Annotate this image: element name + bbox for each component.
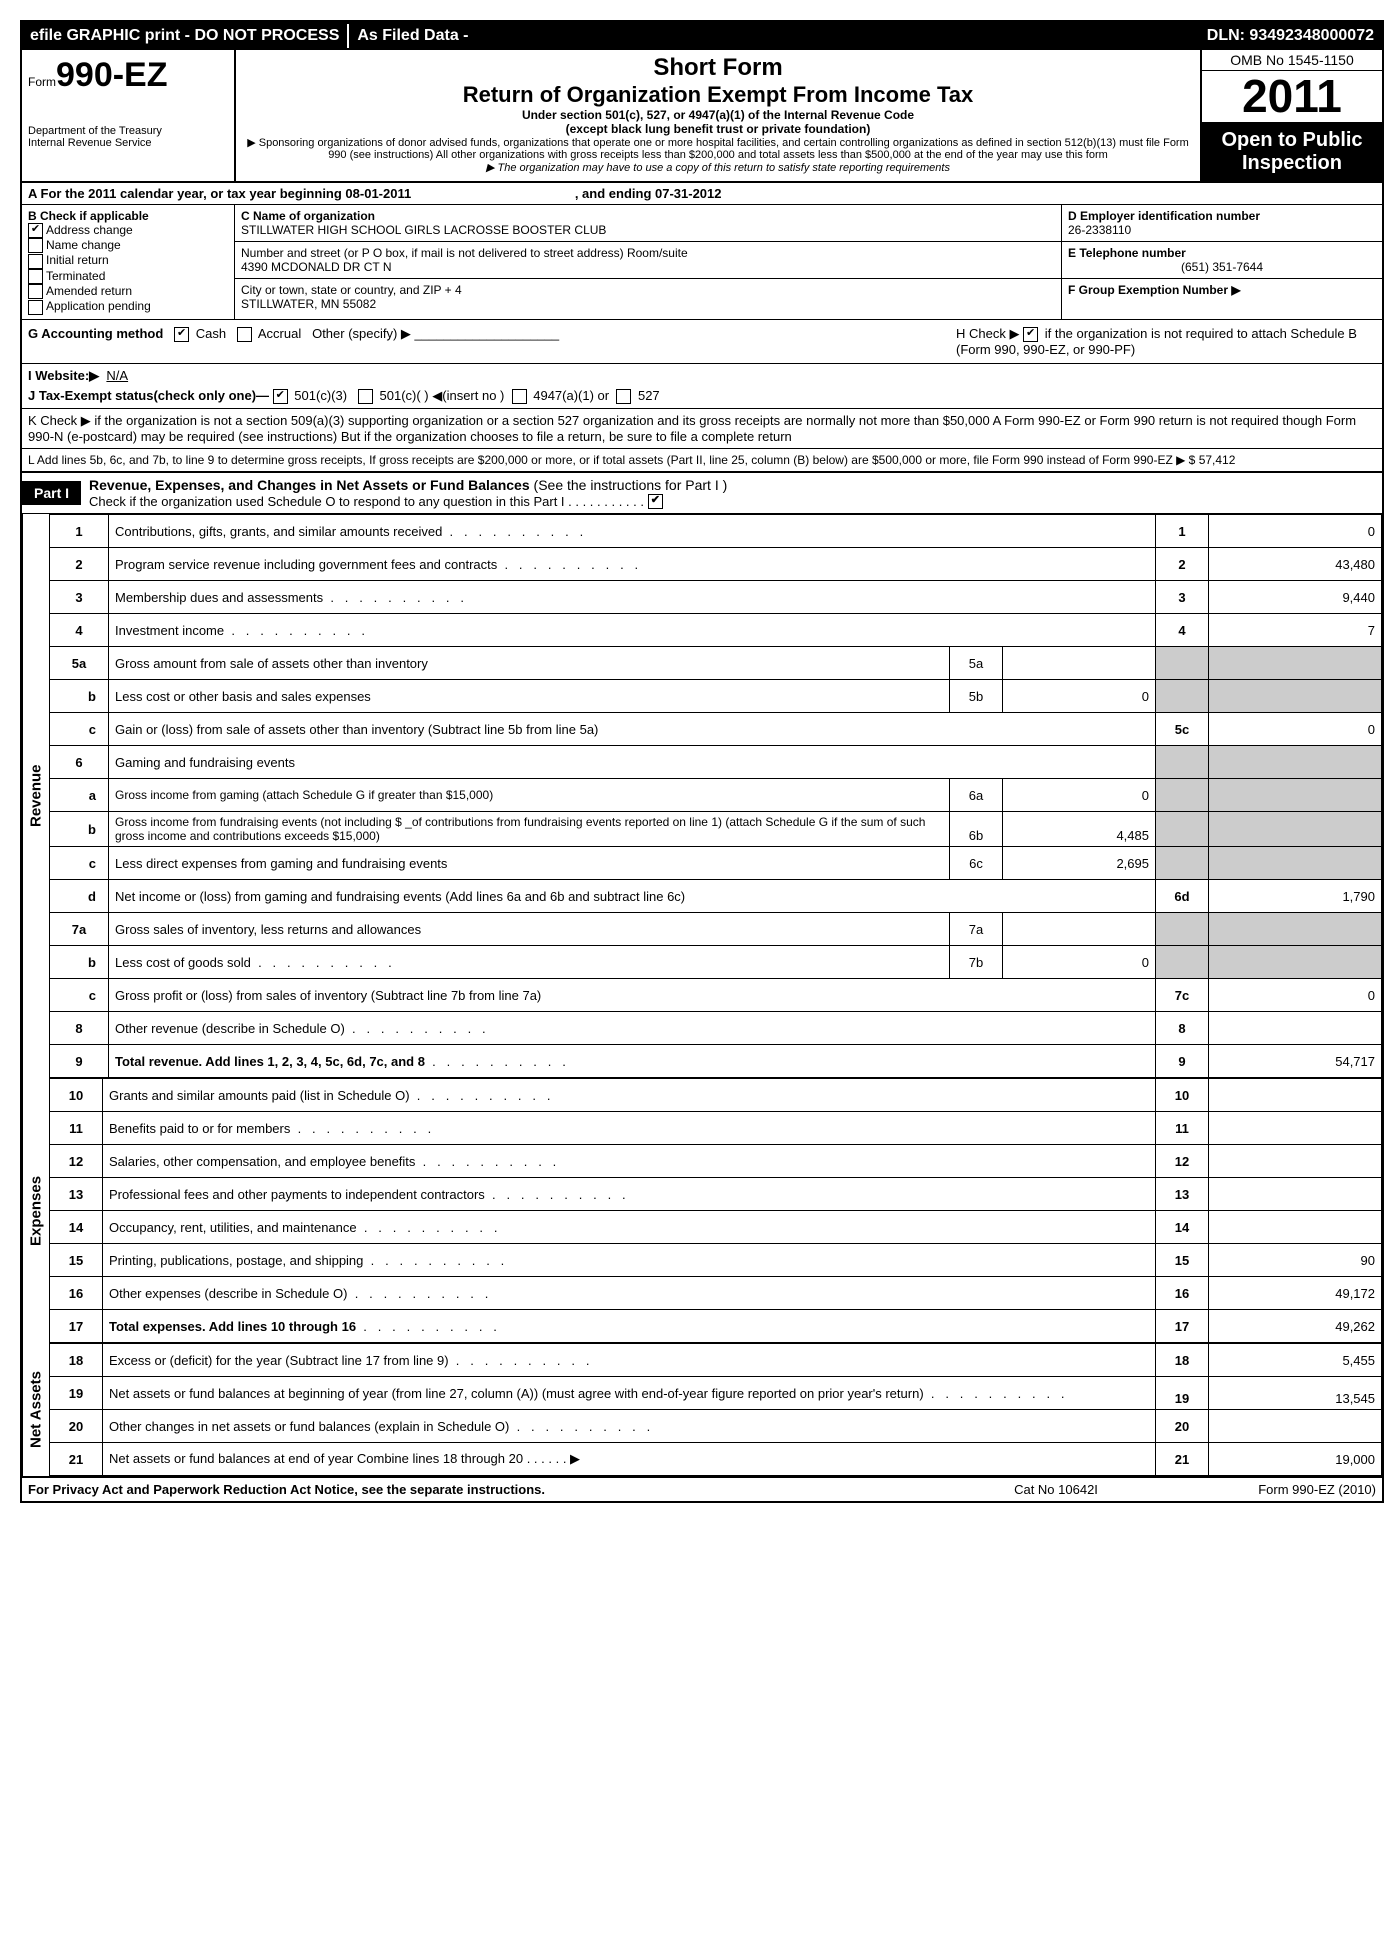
part-1-header: Part I Revenue, Expenses, and Changes in…: [22, 472, 1382, 515]
dept-irs: Internal Revenue Service: [28, 137, 228, 149]
header-left: Form990-EZ Department of the Treasury In…: [22, 50, 236, 181]
line-6a: aGross income from gaming (attach Schedu…: [50, 779, 1382, 812]
section-j: J Tax-Exempt status(check only one)— ✔ 5…: [22, 384, 1382, 409]
revenue-table: 1Contributions, gifts, grants, and simil…: [49, 514, 1382, 1078]
header-right: OMB No 1545-1150 2011 Open to Public Ins…: [1200, 50, 1382, 181]
header-note-2: ▶ The organization may have to use a cop…: [244, 161, 1192, 174]
telephone-field: E Telephone number (651) 351-7644: [1062, 242, 1382, 279]
line-14: 14Occupancy, rent, utilities, and mainte…: [50, 1211, 1382, 1244]
line-7c: cGross profit or (loss) from sales of in…: [50, 979, 1382, 1012]
section-g-h: G Accounting method ✔ Cash Accrual Other…: [22, 320, 1382, 364]
expenses-table: 10Grants and similar amounts paid (list …: [49, 1078, 1382, 1343]
check-schedule-b[interactable]: ✔: [1023, 327, 1038, 342]
check-address-change[interactable]: ✔Address change: [28, 223, 228, 238]
footer-privacy: For Privacy Act and Paperwork Reduction …: [28, 1482, 956, 1497]
line-6: 6Gaming and fundraising events: [50, 746, 1382, 779]
form-title: Return of Organization Exempt From Incom…: [244, 82, 1192, 108]
line-6c: cLess direct expenses from gaming and fu…: [50, 847, 1382, 880]
check-accrual[interactable]: [237, 327, 252, 342]
footer-formref: Form 990-EZ (2010): [1156, 1482, 1376, 1497]
group-exemption-field: F Group Exemption Number ▶: [1062, 279, 1382, 301]
line-21: 21Net assets or fund balances at end of …: [50, 1443, 1382, 1476]
org-address-field: Number and street (or P O box, if mail i…: [235, 242, 1061, 279]
line-7a: 7aGross sales of inventory, less returns…: [50, 913, 1382, 946]
form-990ez-page: efile GRAPHIC print - DO NOT PROCESS As …: [20, 20, 1384, 1503]
side-net-assets: Net Assets: [22, 1343, 49, 1476]
line-19: 19Net assets or fund balances at beginni…: [50, 1377, 1382, 1410]
ein-field: D Employer identification number 26-2338…: [1062, 205, 1382, 242]
check-501c[interactable]: [358, 389, 373, 404]
part-1-title: Revenue, Expenses, and Changes in Net As…: [81, 473, 1382, 514]
topbar: efile GRAPHIC print - DO NOT PROCESS As …: [22, 22, 1382, 50]
line-11: 11Benefits paid to or for members11: [50, 1112, 1382, 1145]
line-1: 1Contributions, gifts, grants, and simil…: [50, 515, 1382, 548]
section-i: I Website:▶ N/A: [22, 364, 1382, 384]
omb-number: OMB No 1545-1150: [1202, 50, 1382, 71]
line-10: 10Grants and similar amounts paid (list …: [50, 1079, 1382, 1112]
part-1-label: Part I: [22, 481, 81, 505]
form-number: 990-EZ: [56, 56, 168, 94]
dept-treasury: Department of the Treasury: [28, 125, 228, 137]
section-l: L Add lines 5b, 6c, and 7b, to line 9 to…: [22, 449, 1382, 472]
line-17: 17Total expenses. Add lines 10 through 1…: [50, 1310, 1382, 1343]
line-12: 12Salaries, other compensation, and empl…: [50, 1145, 1382, 1178]
check-part1-schedule-o[interactable]: ✔: [648, 494, 663, 509]
check-application-pending[interactable]: Application pending: [28, 299, 228, 314]
section-b-grid: B Check if applicable ✔Address change Na…: [22, 205, 1382, 320]
line-9: 9Total revenue. Add lines 1, 2, 3, 4, 5c…: [50, 1045, 1382, 1078]
section-a: A For the 2011 calendar year, or tax yea…: [22, 183, 1382, 205]
side-revenue: Revenue: [22, 514, 49, 1078]
line-16: 16Other expenses (describe in Schedule O…: [50, 1277, 1382, 1310]
section-k: K Check ▶ if the organization is not a s…: [22, 409, 1382, 449]
subtitle-1: Under section 501(c), 527, or 4947(a)(1)…: [244, 108, 1192, 122]
line-3: 3Membership dues and assessments39,440: [50, 581, 1382, 614]
check-cash[interactable]: ✔: [174, 327, 189, 342]
org-name-field: C Name of organization STILLWATER HIGH S…: [235, 205, 1061, 242]
line-5a: 5aGross amount from sale of assets other…: [50, 647, 1382, 680]
line-18: 18Excess or (deficit) for the year (Subt…: [50, 1344, 1382, 1377]
line-5c: cGain or (loss) from sale of assets othe…: [50, 713, 1382, 746]
header-mid: Short Form Return of Organization Exempt…: [236, 50, 1200, 181]
expenses-section: Expenses 10Grants and similar amounts pa…: [22, 1078, 1382, 1343]
revenue-section: Revenue 1Contributions, gifts, grants, a…: [22, 514, 1382, 1078]
header-note-1: ▶ Sponsoring organizations of donor advi…: [244, 136, 1192, 161]
short-form: Short Form: [244, 54, 1192, 82]
org-city-field: City or town, state or country, and ZIP …: [235, 279, 1061, 315]
check-501c3[interactable]: ✔: [273, 389, 288, 404]
efile-notice: efile GRAPHIC print - DO NOT PROCESS: [22, 24, 347, 48]
form-prefix: Form: [28, 75, 56, 89]
line-6d: dNet income or (loss) from gaming and fu…: [50, 880, 1382, 913]
line-6b: bGross income from fundraising events (n…: [50, 812, 1382, 847]
check-4947[interactable]: [512, 389, 527, 404]
tax-year: 2011: [1202, 71, 1382, 123]
subtitle-2: (except black lung benefit trust or priv…: [244, 122, 1192, 136]
line-2: 2Program service revenue including gover…: [50, 548, 1382, 581]
footer-catno: Cat No 10642I: [956, 1482, 1156, 1497]
as-filed: As Filed Data -: [347, 24, 476, 48]
section-b: B Check if applicable ✔Address change Na…: [22, 205, 235, 319]
dln: DLN: 93492348000072: [1199, 24, 1382, 48]
check-name-change[interactable]: Name change: [28, 238, 228, 253]
line-8: 8Other revenue (describe in Schedule O)8: [50, 1012, 1382, 1045]
header: Form990-EZ Department of the Treasury In…: [22, 50, 1382, 183]
check-terminated[interactable]: Terminated: [28, 269, 228, 284]
section-def: D Employer identification number 26-2338…: [1061, 205, 1382, 319]
line-13: 13Professional fees and other payments t…: [50, 1178, 1382, 1211]
check-initial-return[interactable]: Initial return: [28, 253, 228, 268]
section-c: C Name of organization STILLWATER HIGH S…: [235, 205, 1061, 319]
line-15: 15Printing, publications, postage, and s…: [50, 1244, 1382, 1277]
line-7b: bLess cost of goods sold7b0: [50, 946, 1382, 979]
side-expenses: Expenses: [22, 1078, 49, 1343]
line-20: 20Other changes in net assets or fund ba…: [50, 1410, 1382, 1443]
open-to-public: Open to Public Inspection: [1202, 123, 1382, 181]
net-assets-section: Net Assets 18Excess or (deficit) for the…: [22, 1343, 1382, 1476]
line-5b: bLess cost or other basis and sales expe…: [50, 680, 1382, 713]
check-527[interactable]: [616, 389, 631, 404]
line-4: 4Investment income47: [50, 614, 1382, 647]
section-h: H Check ▶ ✔ if the organization is not r…: [956, 326, 1376, 357]
check-amended-return[interactable]: Amended return: [28, 284, 228, 299]
net-assets-table: 18Excess or (deficit) for the year (Subt…: [49, 1343, 1382, 1476]
section-g: G Accounting method ✔ Cash Accrual Other…: [28, 326, 956, 357]
footer: For Privacy Act and Paperwork Reduction …: [22, 1476, 1382, 1501]
